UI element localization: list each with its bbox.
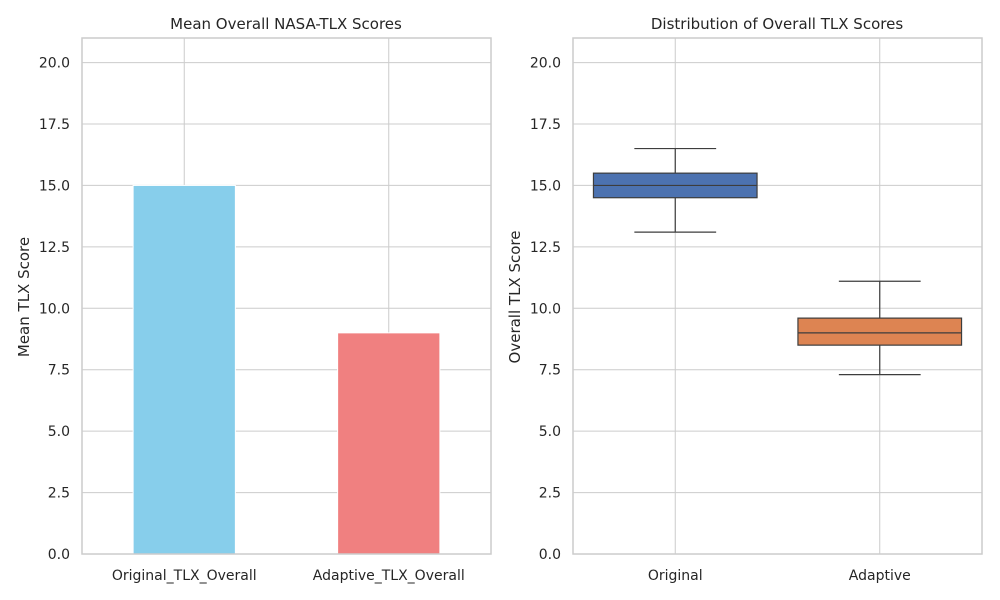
y-tick-label: 5.0 <box>539 424 561 440</box>
y-tick-label: 10.0 <box>530 301 561 317</box>
bar <box>337 332 441 555</box>
y-tick-label: 0.0 <box>48 547 70 563</box>
y-tick-label: 7.5 <box>48 363 70 379</box>
bar-chart-panel: Mean Overall NASA-TLX Scores Mean TLX Sc… <box>15 15 492 584</box>
y-tick-label: 12.5 <box>39 240 70 256</box>
y-tick-label: 17.5 <box>39 117 70 133</box>
y-tick-label: 5.0 <box>48 424 70 440</box>
box-plot-title: Distribution of Overall TLX Scores <box>651 15 903 33</box>
box-plot-panel: Distribution of Overall TLX Scores Overa… <box>506 15 983 584</box>
y-tick-label: 10.0 <box>39 301 70 317</box>
y-tick-label: 15.0 <box>39 178 70 194</box>
y-tick-label: 0.0 <box>539 547 561 563</box>
bar-chart-title: Mean Overall NASA-TLX Scores <box>170 15 402 33</box>
box <box>797 317 963 346</box>
x-tick-label: Original <box>648 568 703 584</box>
bar <box>132 184 236 555</box>
x-tick-label: Original_TLX_Overall <box>112 568 257 584</box>
y-tick-label: 12.5 <box>530 240 561 256</box>
bar-chart-ylabel: Mean TLX Score <box>15 237 33 357</box>
y-tick-label: 15.0 <box>530 178 561 194</box>
axes-frame <box>572 37 983 555</box>
y-tick-label: 17.5 <box>530 117 561 133</box>
axes-frame <box>81 37 492 555</box>
y-tick-label: 7.5 <box>539 363 561 379</box>
x-tick-label: Adaptive_TLX_Overall <box>313 568 465 584</box>
y-tick-label: 2.5 <box>48 486 70 502</box>
box-plot-ylabel: Overall TLX Score <box>506 231 524 364</box>
y-tick-label: 20.0 <box>530 56 561 72</box>
y-tick-label: 20.0 <box>39 56 70 72</box>
x-tick-label: Adaptive <box>849 568 911 584</box>
y-tick-label: 2.5 <box>539 486 561 502</box>
